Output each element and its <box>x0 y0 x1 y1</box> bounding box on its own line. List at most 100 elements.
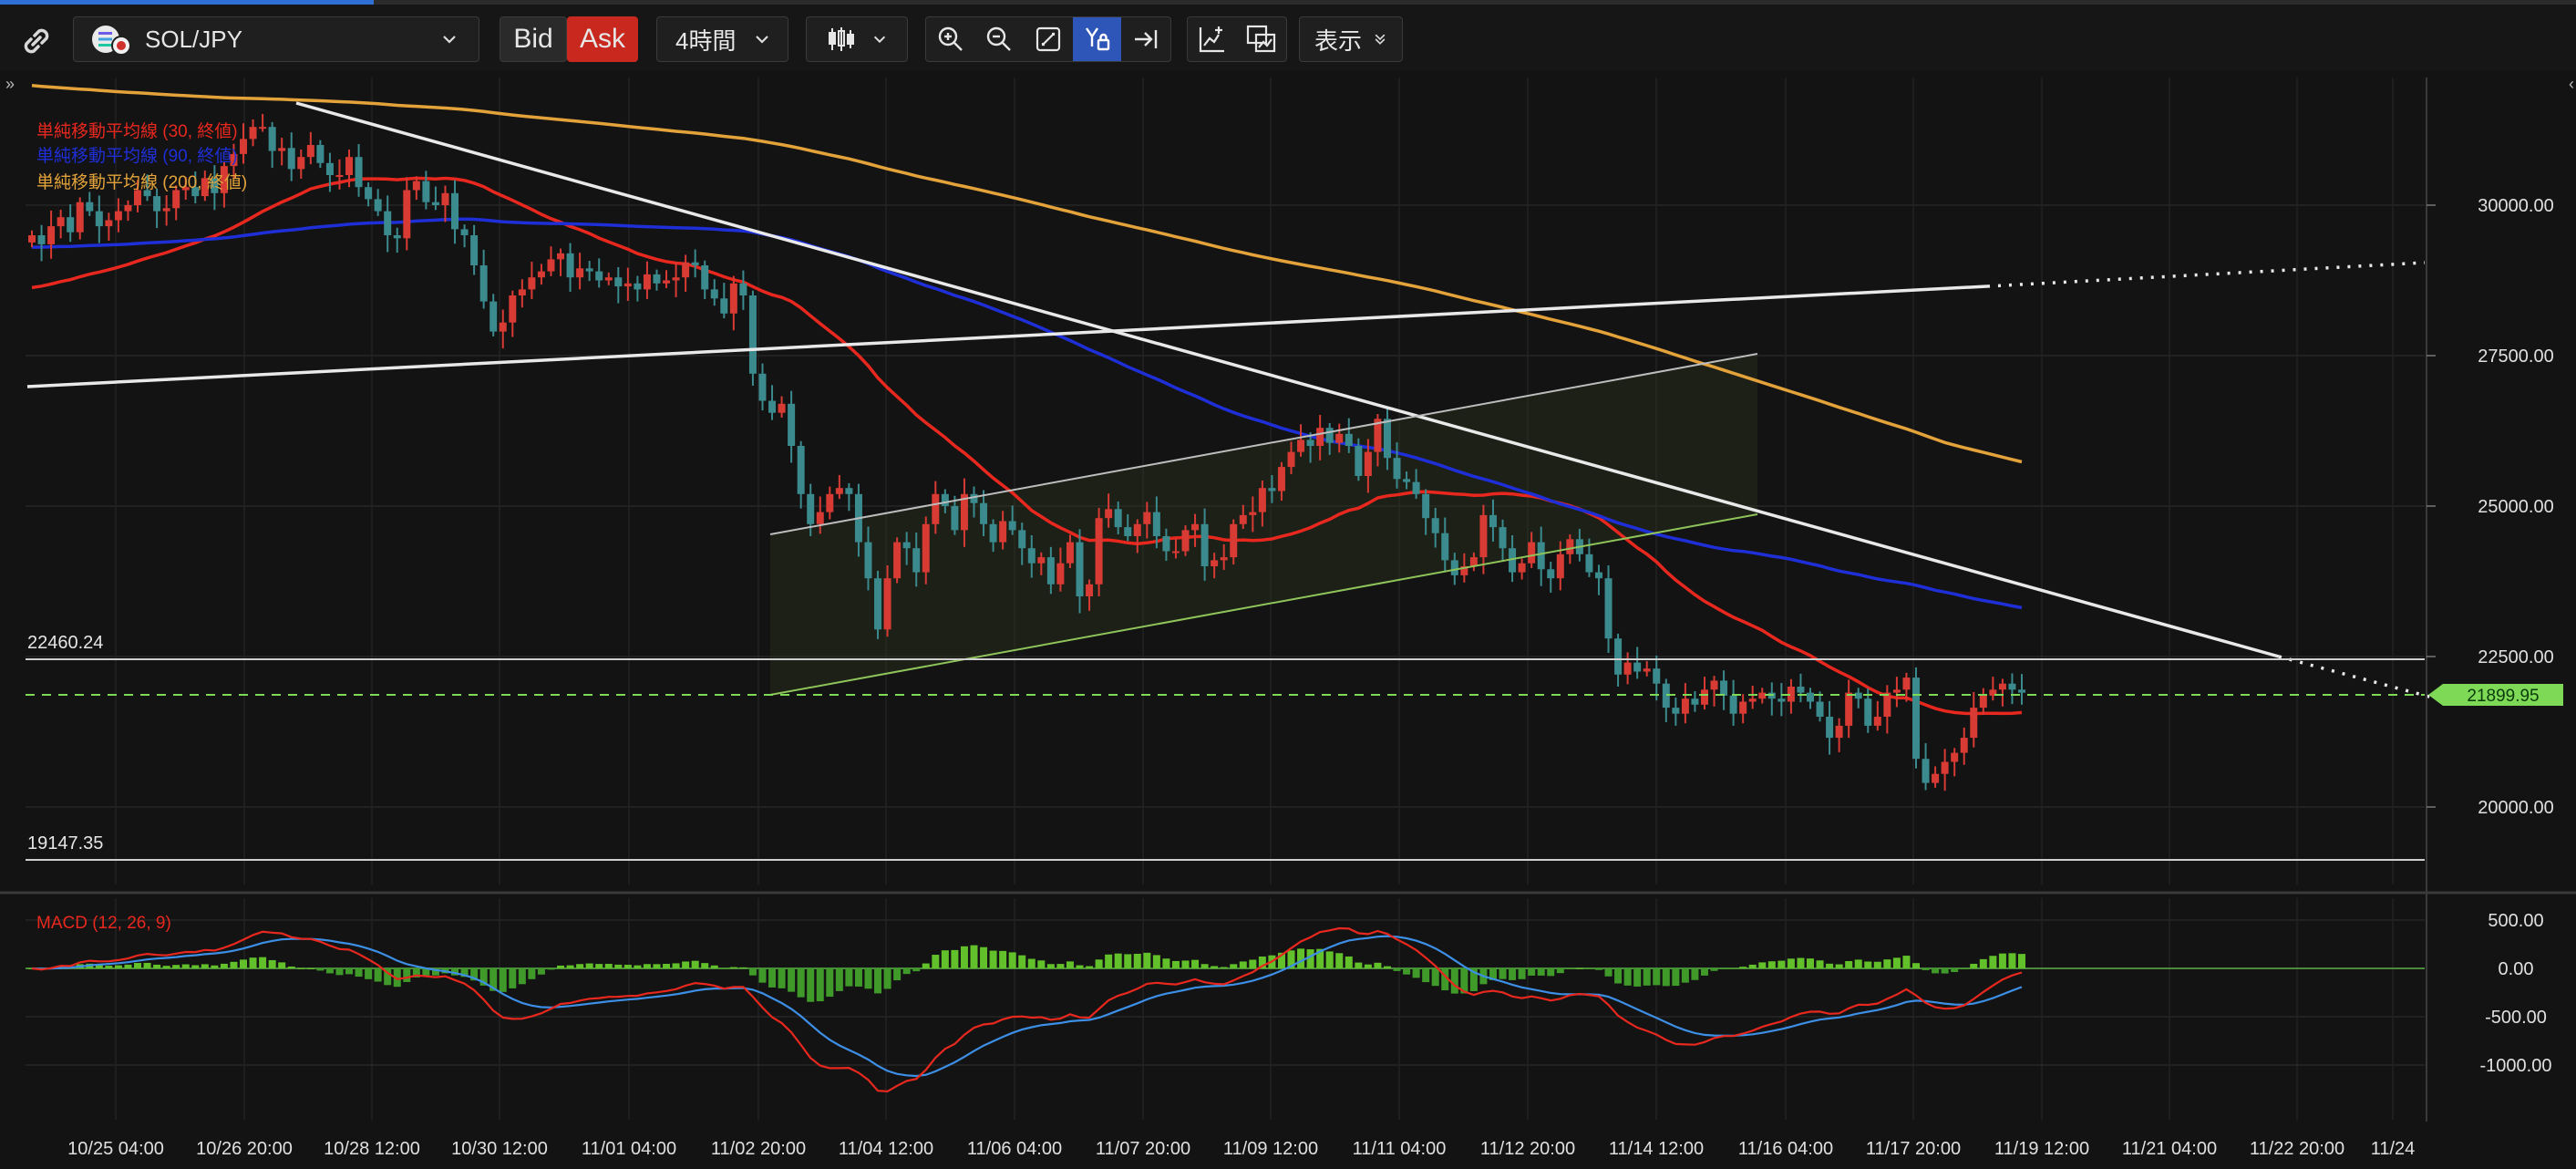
macd-bar <box>1239 961 1247 968</box>
macd-bar <box>1499 968 1507 979</box>
macd-bar <box>249 957 257 968</box>
macd-bar <box>1653 968 1661 986</box>
expand-left-panel-icon[interactable]: » <box>5 75 15 93</box>
macd-y-tick-label: 0.00 <box>2499 959 2534 979</box>
zoom-out-icon[interactable] <box>975 17 1025 61</box>
macd-bar <box>422 968 430 977</box>
macd-bar <box>1767 961 1776 968</box>
macd-bar <box>374 968 382 982</box>
macd-bar <box>1086 966 1094 968</box>
macd-bar <box>1729 968 1737 969</box>
ask-button[interactable]: Ask <box>567 16 638 62</box>
candle <box>595 258 603 288</box>
add-indicator-icon[interactable] <box>1197 24 1228 55</box>
candle <box>76 197 84 240</box>
macd-bar <box>191 965 200 968</box>
candle <box>1594 564 1602 595</box>
candle <box>325 152 334 192</box>
y-axis-lock-icon[interactable] <box>1072 17 1122 61</box>
macd-bar <box>547 968 555 970</box>
macd-bar <box>893 968 902 981</box>
candle <box>864 526 872 591</box>
candle <box>1200 508 1209 581</box>
candle <box>259 114 267 132</box>
macd-bar <box>768 968 777 988</box>
macd-bar <box>1200 964 1209 968</box>
macd-bar <box>1258 956 1266 968</box>
candle <box>1297 424 1305 457</box>
macd-bar <box>528 968 536 979</box>
candle <box>557 248 565 276</box>
timeframe-select[interactable]: 4時間 <box>656 16 788 62</box>
macd-bar <box>557 965 565 968</box>
macd-bar <box>788 968 796 992</box>
candle <box>1345 418 1353 453</box>
macd-bar <box>479 968 488 986</box>
chart-type-select[interactable] <box>806 16 908 62</box>
macd-bar <box>1152 955 1160 968</box>
view-menu-button[interactable]: 表示 <box>1299 16 1403 62</box>
candle <box>816 496 824 534</box>
candle <box>883 565 891 637</box>
macd-bar <box>230 961 238 968</box>
chart-toolbar: SOL/JPY Bid Ask 4時間 表示 <box>0 5 2576 70</box>
candle <box>1191 513 1200 547</box>
price-chart[interactable]: 22460.24 19147.35 単純移動平均線 (30, 終値) 単純移動平… <box>0 70 2576 1169</box>
macd-bar <box>1681 968 1689 983</box>
candle <box>1528 532 1536 568</box>
macd-bar <box>672 963 680 968</box>
zoom-in-icon[interactable] <box>926 17 975 61</box>
candle <box>1143 502 1151 539</box>
timeframe-value: 4時間 <box>675 26 737 55</box>
macd-histogram <box>28 945 2025 1002</box>
macd-bar <box>1854 959 1862 968</box>
macd-bar <box>1211 966 1219 968</box>
candle <box>1056 547 1065 592</box>
legend-sma90: 単純移動平均線 (90, 終値) <box>36 146 238 166</box>
candle <box>1518 558 1526 580</box>
macd-bar <box>259 957 267 968</box>
candle <box>28 230 36 248</box>
scroll-to-end-icon[interactable] <box>1121 17 1170 61</box>
macd-bar <box>1431 968 1439 987</box>
symbol-select[interactable]: SOL/JPY <box>73 16 479 62</box>
candle <box>422 171 430 210</box>
macd-bar <box>1922 968 1930 970</box>
candle <box>1748 686 1757 709</box>
candle <box>835 475 843 500</box>
macd-bar <box>989 950 997 968</box>
macd-bar <box>1316 948 1324 968</box>
macd-bar <box>941 950 949 968</box>
link-icon[interactable] <box>13 17 60 69</box>
macd-bar <box>980 947 988 968</box>
candle <box>162 195 170 226</box>
candle <box>278 138 286 166</box>
collapse-right-panel-icon[interactable]: ‹ <box>2569 75 2574 93</box>
macd-bar <box>1393 968 1401 971</box>
macd-bar <box>663 964 671 968</box>
macd-bar <box>1960 968 1968 969</box>
compare-icon[interactable] <box>1245 24 1278 55</box>
macd-bar <box>922 963 930 968</box>
macd-bar <box>1056 964 1065 968</box>
macd-bar <box>509 968 517 988</box>
candle <box>1469 552 1478 572</box>
candle <box>1932 766 1940 788</box>
bid-button[interactable]: Bid <box>500 16 567 62</box>
macd-bar <box>403 968 411 982</box>
macd-bar <box>211 965 219 968</box>
x-tick-label: 11/16 04:00 <box>1738 1139 1833 1159</box>
candle <box>922 516 930 584</box>
macd-bar <box>181 964 190 968</box>
candle <box>1892 677 1901 708</box>
candle <box>1364 439 1372 493</box>
candle <box>1720 670 1728 710</box>
candle <box>1537 526 1545 586</box>
fit-screen-icon[interactable] <box>1024 17 1073 61</box>
candle <box>653 269 661 291</box>
macd-bar <box>739 967 747 968</box>
macd-bar <box>1604 968 1613 977</box>
macd-bar <box>1892 957 1901 968</box>
macd-bar <box>1826 963 1834 968</box>
macd-bar <box>807 968 815 1002</box>
